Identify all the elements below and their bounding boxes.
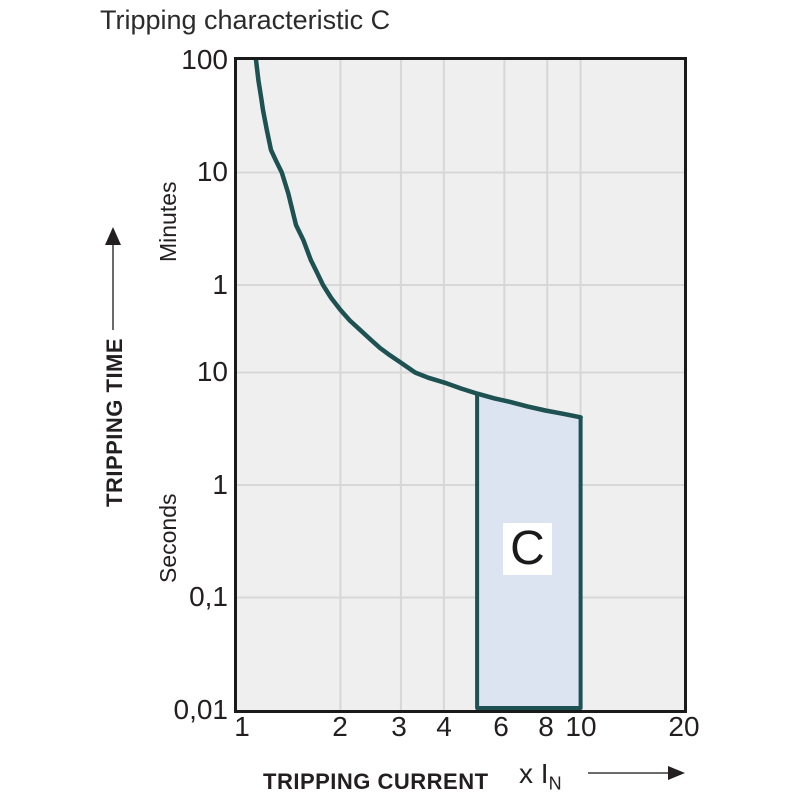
- plot-area: C: [234, 57, 687, 713]
- y-axis-arrow-up-icon: [105, 227, 121, 245]
- tripping-curve-chart: [237, 60, 684, 710]
- chart-title: Tripping characteristic C: [100, 5, 391, 35]
- x-tick-label: 6: [493, 711, 509, 742]
- y-tick-label: 10: [196, 156, 228, 187]
- x-axis-arrow-right-icon: [668, 766, 685, 780]
- x-tick-label: 10: [565, 711, 597, 742]
- y-unit-seconds-label: Seconds: [155, 493, 181, 583]
- x-tick-label: 1: [234, 711, 250, 742]
- x-tick-label: 4: [436, 711, 452, 742]
- y-tick-label: 0,1: [189, 581, 228, 612]
- x-axis-unit-subscript: N: [548, 773, 562, 794]
- y-axis-arrow-line: [112, 245, 114, 330]
- region-label-box: C: [503, 523, 552, 575]
- x-tick-label: 3: [391, 711, 407, 742]
- x-axis-arrow-line: [588, 772, 670, 774]
- y-tick-label: 100: [181, 44, 228, 75]
- x-axis-unit: x IN: [519, 758, 562, 795]
- x-tick-label: 2: [332, 711, 348, 742]
- y-tick-label: 1: [212, 269, 228, 300]
- x-tick-label: 20: [668, 711, 700, 742]
- y-tick-label: 0,01: [173, 694, 229, 725]
- y-tick-label: 10: [196, 356, 228, 387]
- x-axis-label: TRIPPING CURRENT: [263, 769, 489, 794]
- region-label: C: [510, 522, 545, 575]
- y-axis-label: TRIPPING TIME: [102, 337, 127, 507]
- y-unit-minutes-label: Minutes: [155, 181, 181, 262]
- x-tick-label: 8: [538, 711, 554, 742]
- x-axis-unit-prefix: x I: [519, 758, 549, 789]
- y-tick-label: 1: [212, 469, 228, 500]
